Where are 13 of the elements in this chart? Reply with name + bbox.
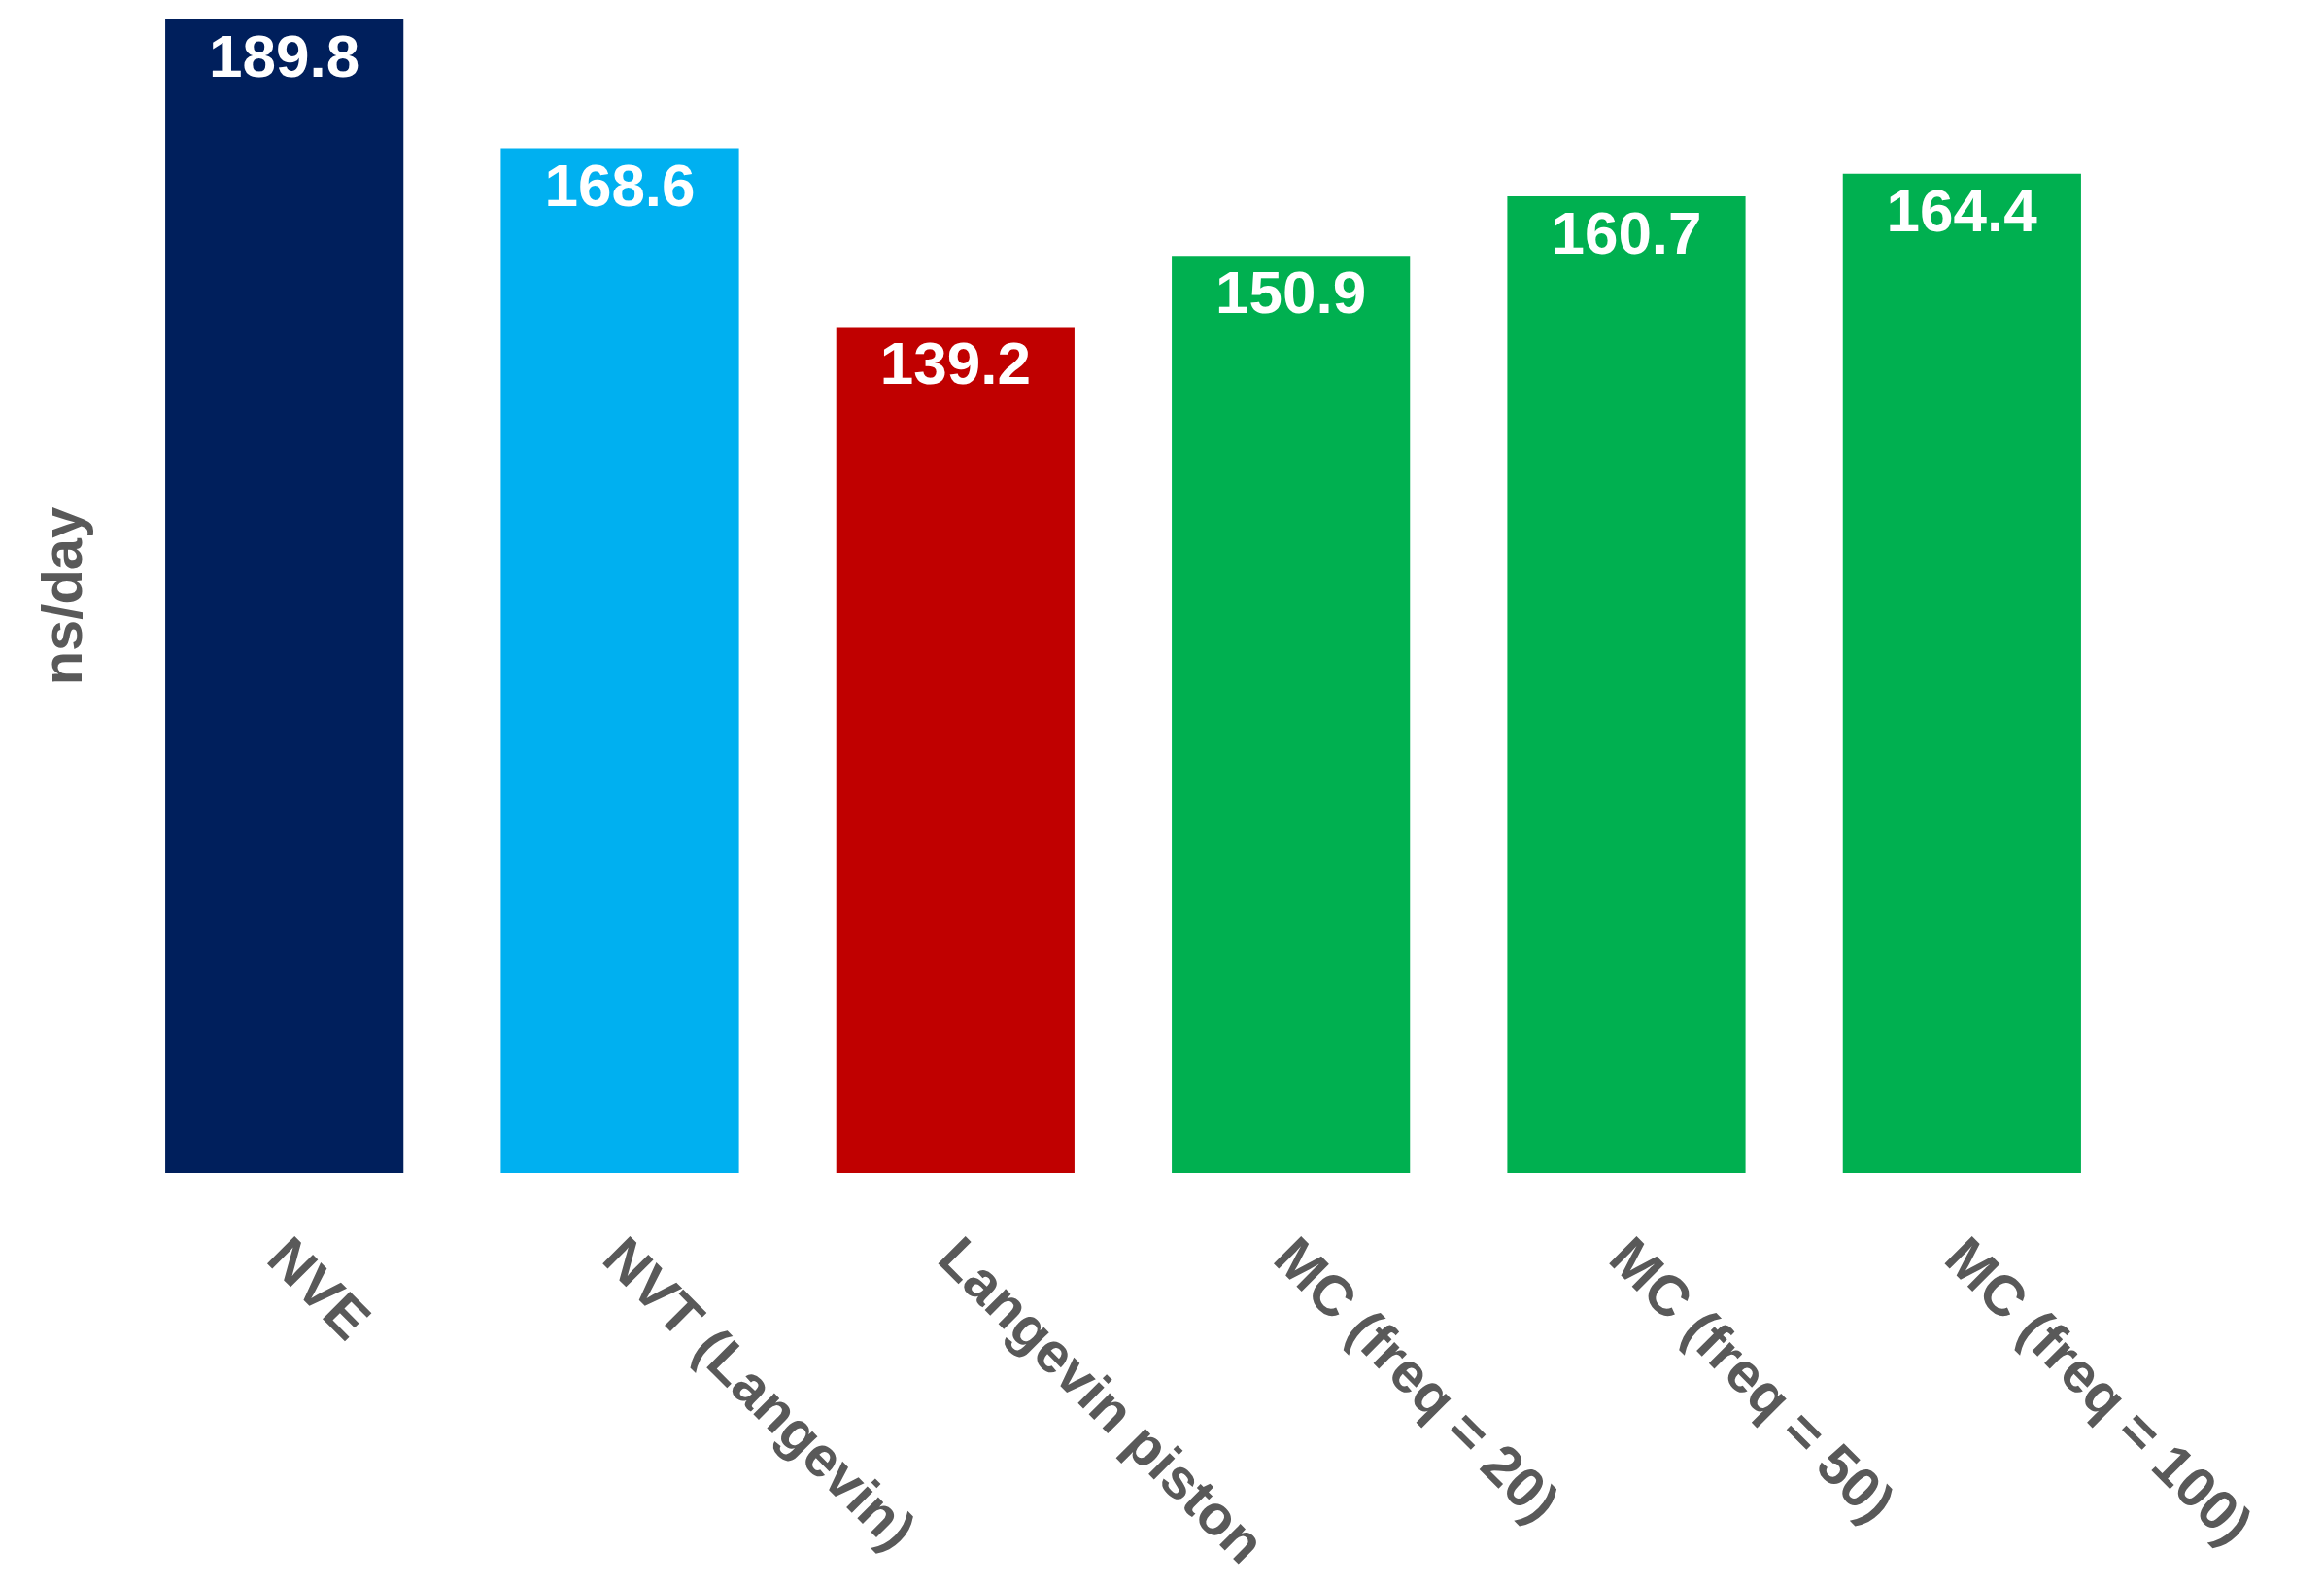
data-label: 189.8: [209, 22, 360, 89]
data-label: 164.4: [1886, 176, 2038, 244]
y-axis-title: ns/day: [30, 506, 94, 686]
bar: [1172, 256, 1411, 1173]
data-label: 139.2: [879, 329, 1031, 397]
bar: [165, 19, 404, 1173]
bar: [500, 148, 739, 1173]
bar: [1842, 173, 2081, 1173]
bar: [1507, 195, 1746, 1173]
data-label: 160.7: [1551, 198, 1702, 266]
bar: [836, 327, 1075, 1173]
data-label: 150.9: [1215, 259, 1367, 327]
data-label: 168.6: [544, 151, 696, 219]
